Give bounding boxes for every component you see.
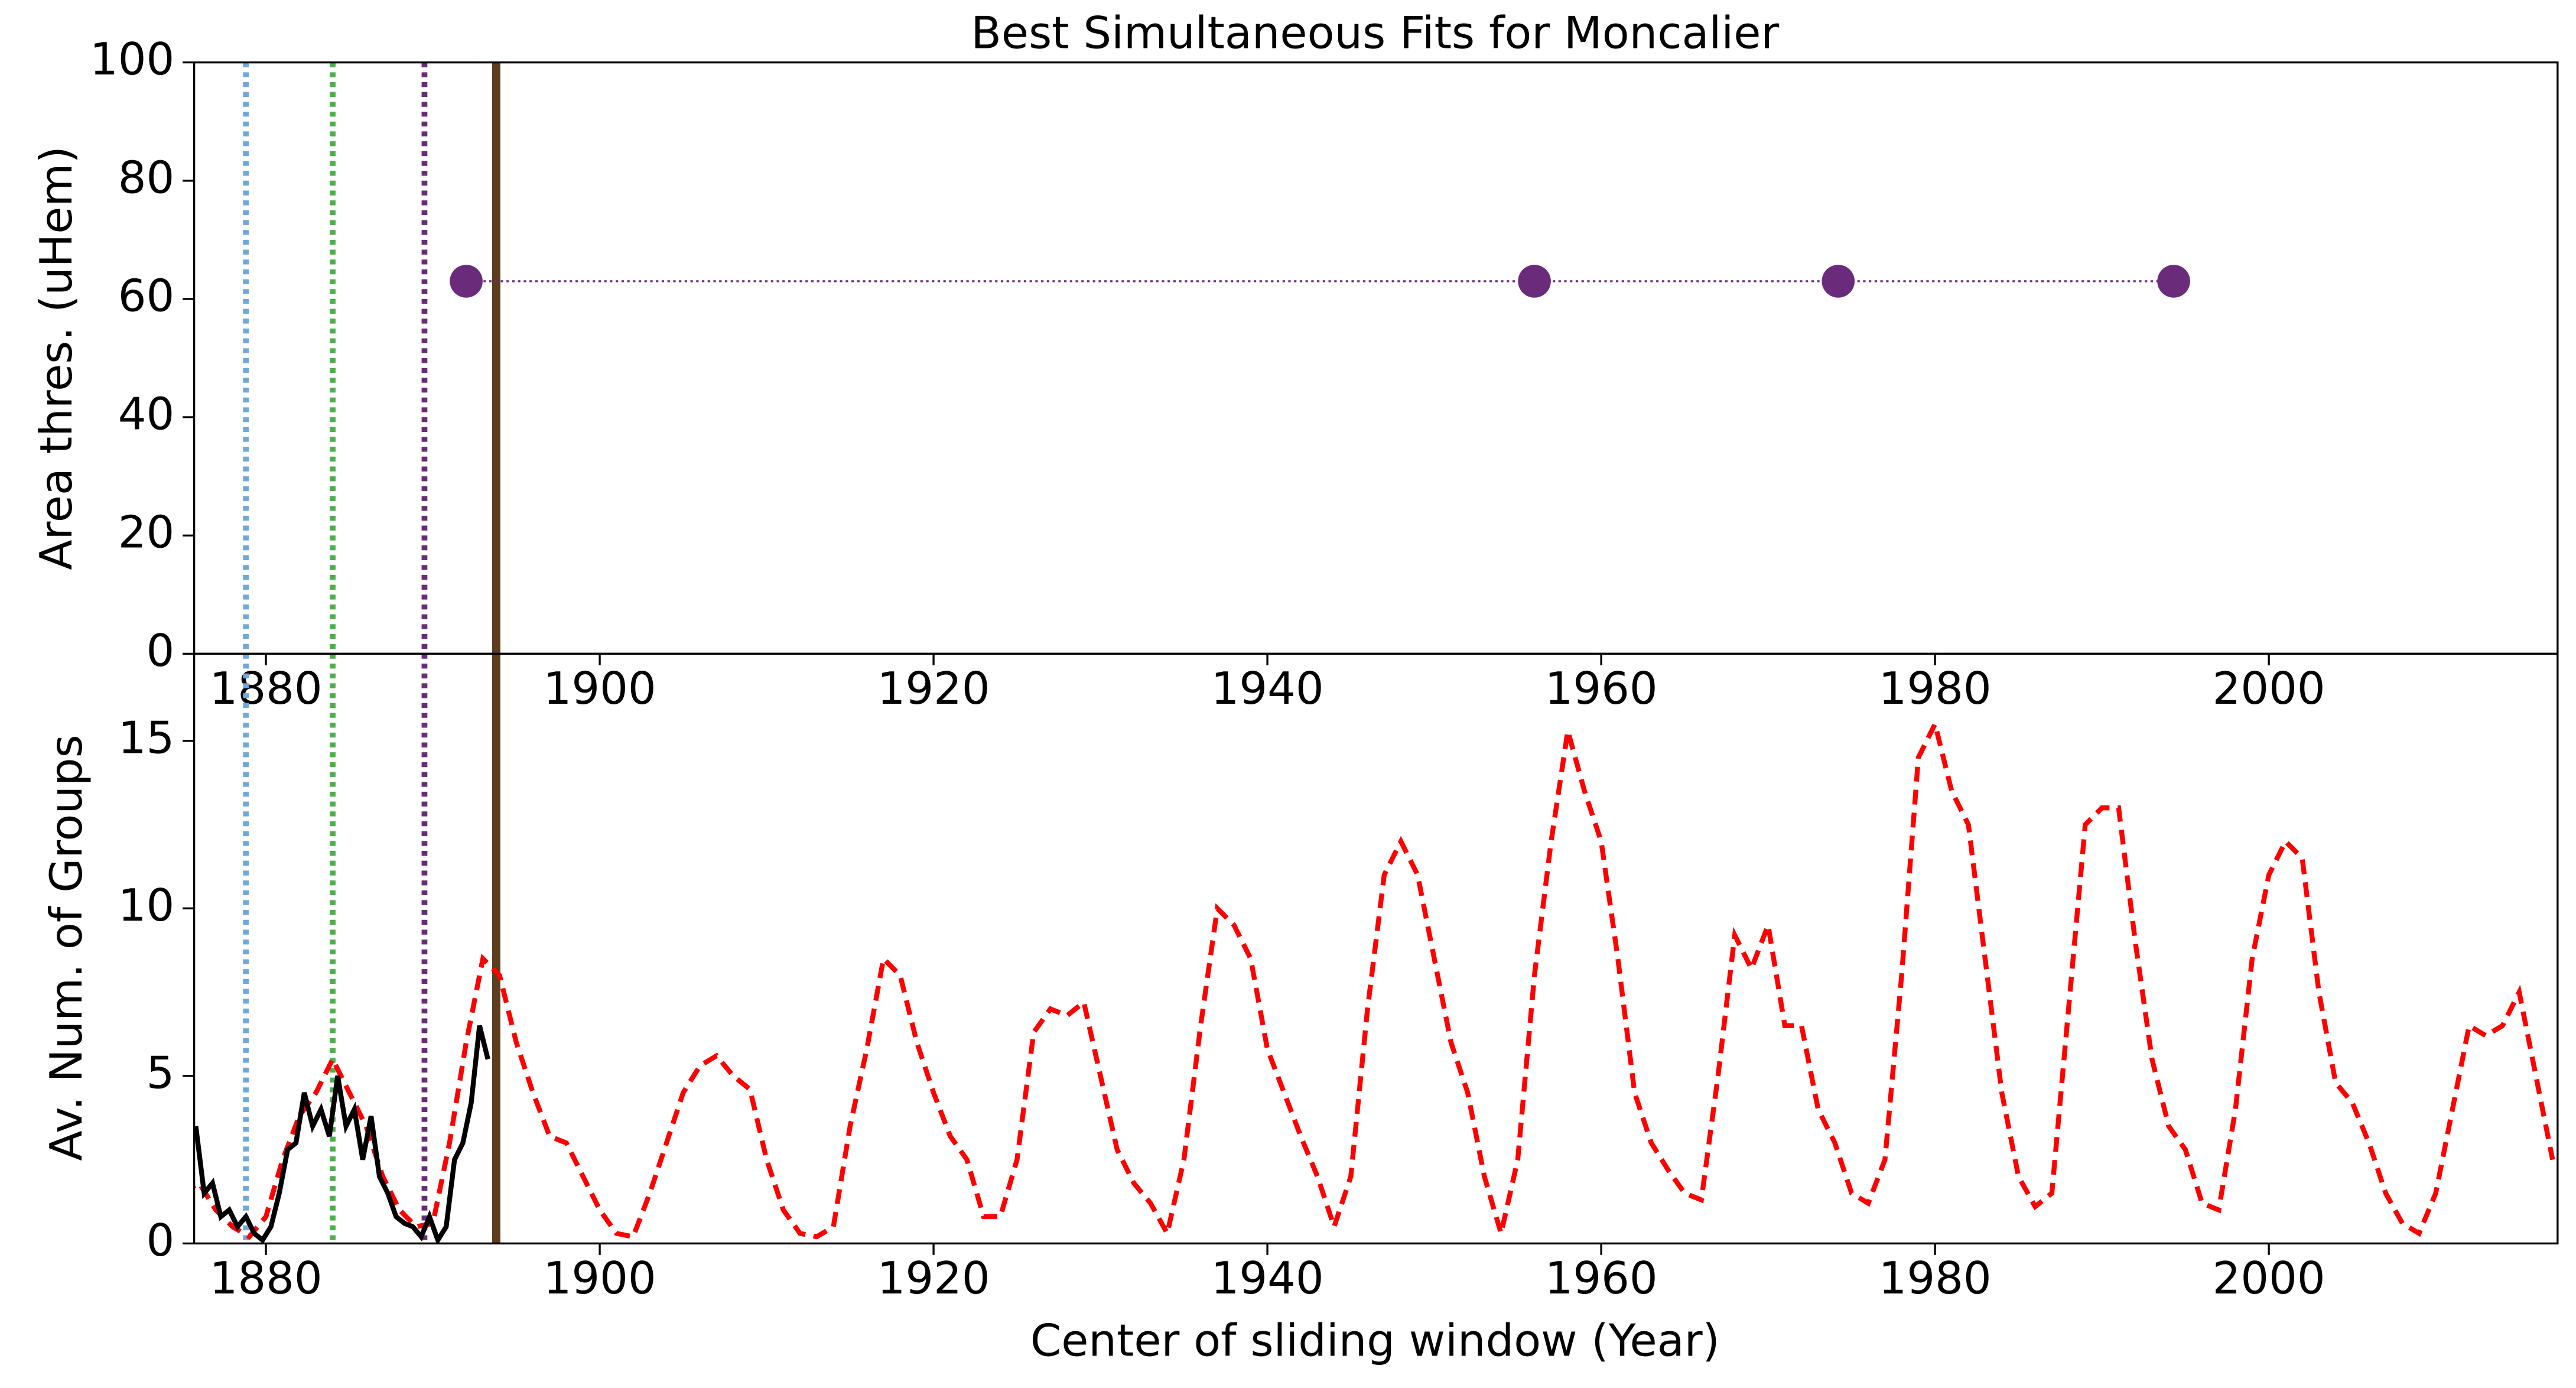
x-tick-label: 1940 [1211,1252,1324,1304]
series-line [194,1025,490,1244]
y-tick-label: 15 [118,711,174,763]
x-tick-label: 1960 [1545,662,1658,714]
plot-area [194,654,2555,1244]
x-tick-label: 1980 [1879,662,1992,714]
y-tick-label: 60 [118,269,174,321]
y-tick-label: 20 [118,506,174,558]
axes-frame [193,652,2559,1245]
y-tick-label: 0 [146,1214,174,1266]
y-tick-label: 5 [146,1046,174,1098]
x-tick-label: 1920 [877,662,990,714]
x-tick-label: 2000 [2213,1252,2325,1304]
y-tick-label: 80 [118,151,174,203]
x-tick-label: 2000 [2213,662,2325,714]
x-tick-label: 1980 [1879,1252,1992,1304]
y-axis-label: Area thres. (uHem) [30,146,82,570]
chart-title: Best Simultaneous Fits for Moncalier [971,7,1779,59]
axes-frame [193,61,2559,655]
point [2157,265,2190,298]
x-tick-label: 1880 [210,1252,323,1304]
point [1518,265,1551,298]
y-tick-label: 100 [90,33,174,85]
x-tick-label: 1920 [877,1252,990,1304]
y-tick-label: 0 [146,625,174,677]
x-tick-label: 1940 [1211,662,1324,714]
plot-area [243,62,2190,654]
y-tick-label: 40 [118,388,174,440]
series-line [194,717,2555,1243]
x-tick-label: 1900 [544,662,656,714]
x-axis-label: Center of sliding window (Year) [1030,1314,1720,1366]
x-tick-label: 1960 [1545,1252,1658,1304]
point [1822,265,1855,298]
x-tick-label: 1900 [544,1252,656,1304]
point [450,265,483,298]
y-tick-label: 10 [118,879,174,931]
x-tick-label: 1880 [210,662,323,714]
y-axis-label: Av. Num. of Groups [40,734,92,1161]
